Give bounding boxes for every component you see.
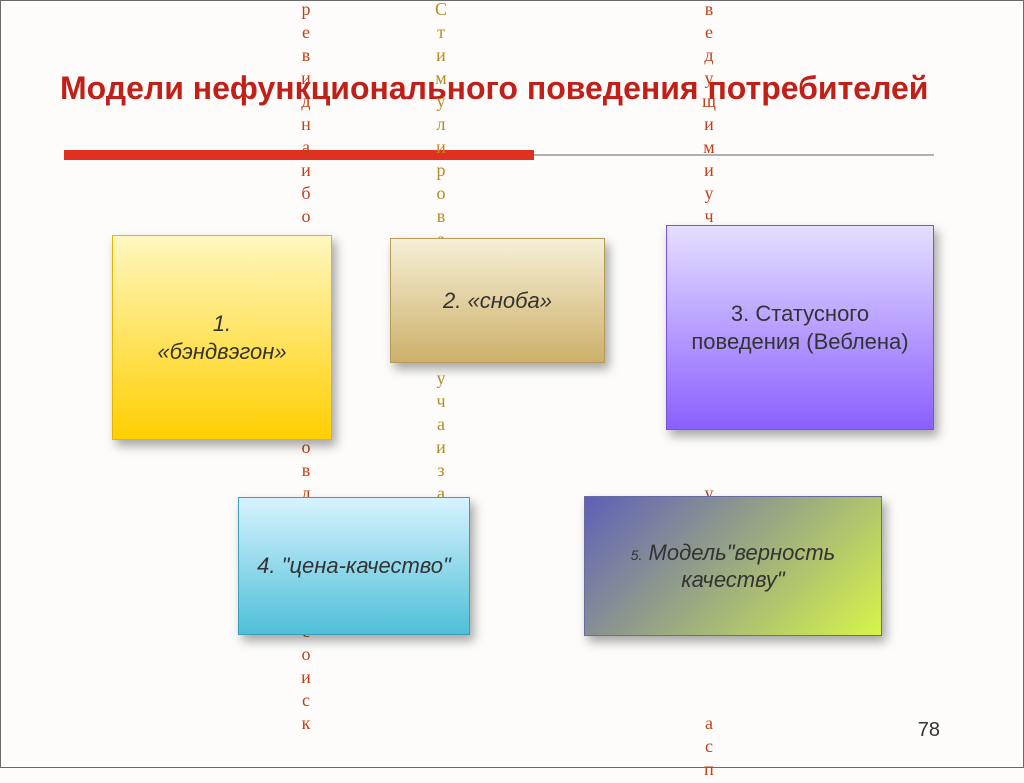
card-num: 5.	[631, 547, 643, 563]
card-label: Статусного поведения (Веблена)	[691, 301, 908, 354]
divider-thick	[64, 150, 534, 160]
slide-title: Модели нефункционального поведения потре…	[60, 70, 928, 107]
card-label: «бэндвэгон»	[157, 339, 286, 364]
divider-thin	[534, 154, 934, 156]
page-number: 78	[918, 719, 940, 742]
card-num: 2.	[443, 288, 461, 313]
card-label: Модель"верность качеству"	[649, 540, 836, 593]
card-bandwagon: 1. «бэндвэгон»	[112, 235, 332, 440]
card-label: "цена-качество"	[282, 553, 451, 578]
card-veblen: 3. Статусного поведения (Веблена)	[666, 225, 934, 430]
card-num: 1.	[213, 311, 231, 336]
card-snob: 2. «сноба»	[390, 238, 605, 363]
card-loyalty-quality: 5. Модель"верность качеству"	[584, 496, 882, 636]
card-label: «сноба»	[468, 288, 552, 313]
card-num: 3.	[731, 301, 749, 326]
card-price-quality: 4. "цена-качество"	[238, 497, 470, 635]
card-num: 4.	[257, 553, 275, 578]
title-divider	[64, 150, 934, 162]
